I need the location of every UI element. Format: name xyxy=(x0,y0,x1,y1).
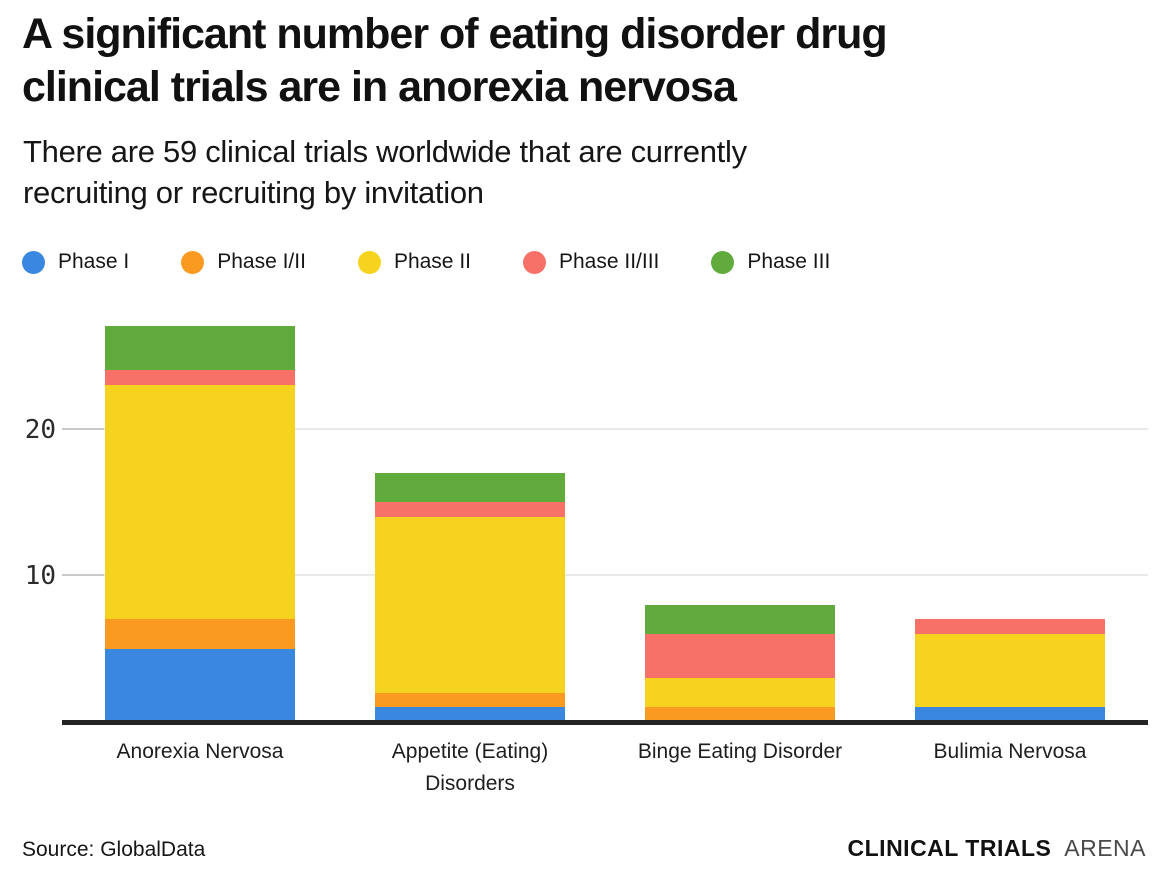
chart-legend: Phase I Phase I/II Phase II Phase II/III Pha… xyxy=(22,250,830,274)
bar-binge-eating-disorder xyxy=(645,604,835,722)
bar-segment-appetite-eating-disorders-phase-i xyxy=(375,707,565,722)
bar-segment-binge-eating-disorder-phase-ii xyxy=(645,678,835,708)
bar-segment-bulimia-nervosa-phase-i xyxy=(915,707,1105,722)
bar-segment-binge-eating-disorder-phase-iii xyxy=(645,604,835,635)
y-tick-label-10: 10 xyxy=(24,561,56,592)
x-axis-label-bulimia-nervosa: Bulimia Nervosa xyxy=(933,740,1087,763)
bar-segment-bulimia-nervosa-phase-ii-iii xyxy=(915,619,1105,634)
bar-segment-anorexia-nervosa-phase-iii xyxy=(105,325,295,370)
chart-plot-area: 10 20 Anorexia Nervosa Appetite (Eating) Di… xyxy=(0,300,1166,795)
axis-tick-y-10 xyxy=(62,574,104,577)
legend-label-phase-i: Phase I xyxy=(58,250,130,273)
bar-segment-bulimia-nervosa-phase-ii xyxy=(915,634,1105,708)
legend-swatch-phase-iii xyxy=(711,250,735,274)
bar-anorexia-nervosa xyxy=(105,325,295,722)
legend-swatch-phase-ii-iii xyxy=(523,250,546,274)
x-axis-label-binge-eating-disorder: Binge Eating Disorder xyxy=(637,740,843,763)
x-axis-baseline xyxy=(62,720,1148,725)
bar-segment-anorexia-nervosa-phase-ii-iii xyxy=(105,369,295,385)
legend-item-phase-i-ii: Phase I/II xyxy=(181,250,306,274)
legend-label-phase-ii: Phase II xyxy=(393,250,471,273)
legend-label-phase-i-ii: Phase I/II xyxy=(217,250,306,273)
bar-segment-appetite-eating-disorders-phase-iii xyxy=(375,472,565,502)
bar-appetite-eating-disorders xyxy=(375,472,565,722)
legend-item-phase-ii: Phase II xyxy=(357,250,471,274)
legend-swatch-phase-ii xyxy=(357,250,381,274)
bar-segment-anorexia-nervosa-phase-i xyxy=(105,648,295,722)
gridline-y-10 xyxy=(62,574,1148,577)
publisher-logo-bold: CLINICAL TRIALS xyxy=(847,835,1052,861)
chart-title: A significant number of eating disorder … xyxy=(22,10,888,112)
legend-swatch-phase-i-ii xyxy=(181,250,205,274)
gridline-y-20 xyxy=(62,427,1148,430)
legend-label-phase-iii: Phase III xyxy=(747,250,831,273)
bar-segment-appetite-eating-disorders-phase-ii-iii xyxy=(375,502,565,517)
chart-footer: Source: GlobalData CLINICAL TRIALS ARENA xyxy=(22,835,1146,862)
source-credit: Source: GlobalData xyxy=(22,838,206,861)
legend-item-phase-i: Phase I xyxy=(22,250,129,274)
axis-tick-y-20 xyxy=(62,427,104,430)
bar-segment-anorexia-nervosa-phase-ii xyxy=(105,384,295,620)
x-axis-label-anorexia-nervosa: Anorexia Nervosa xyxy=(116,740,284,763)
publisher-logo-light: ARENA xyxy=(1064,835,1146,861)
bar-segment-anorexia-nervosa-phase-i-ii xyxy=(105,619,295,649)
legend-swatch-phase-i xyxy=(22,250,45,274)
bar-segment-appetite-eating-disorders-phase-i-ii xyxy=(375,692,565,708)
chart-subtitle: There are 59 clinical trials worldwide t… xyxy=(23,134,747,211)
bar-segment-appetite-eating-disorders-phase-ii xyxy=(375,516,565,693)
legend-item-phase-iii: Phase III xyxy=(711,250,830,274)
bar-segment-binge-eating-disorder-phase-i-ii xyxy=(645,707,835,722)
bar-bulimia-nervosa xyxy=(915,619,1105,722)
bar-segment-binge-eating-disorder-phase-ii-iii xyxy=(645,634,835,679)
y-tick-label-20: 20 xyxy=(24,414,56,445)
legend-item-phase-ii-iii: Phase II/III xyxy=(523,250,659,274)
publisher-logo: CLINICAL TRIALS ARENA xyxy=(848,835,1146,862)
x-axis-label-appetite-eating-disorders: Appetite (Eating) Disorders xyxy=(391,740,549,795)
legend-label-phase-ii-iii: Phase II/III xyxy=(559,250,660,273)
